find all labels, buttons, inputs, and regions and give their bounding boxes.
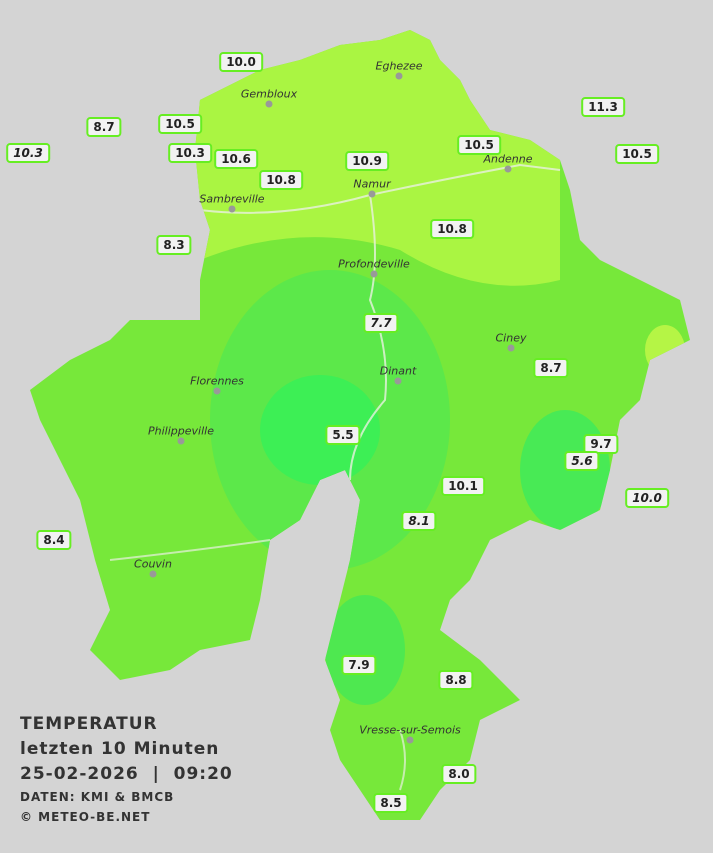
city-label: Eghezee	[375, 59, 423, 73]
station-value: 10.8	[259, 170, 303, 190]
city-label: Sambreville	[199, 192, 265, 206]
city-dot	[368, 190, 376, 198]
city-label: Ciney	[495, 331, 527, 345]
city-label: Gembloux	[240, 87, 298, 101]
city-dot	[504, 165, 512, 173]
city-dot	[228, 205, 236, 213]
city-dot	[394, 377, 402, 385]
city-dot	[370, 270, 378, 278]
city-dot	[507, 344, 515, 352]
station-value: 10.5	[158, 114, 202, 134]
station-value: 8.7	[533, 358, 569, 378]
legend-datetime: 25-02-2026 | 09:20	[20, 764, 233, 784]
station-value: 10.1	[441, 476, 485, 496]
station-value: 10.5	[457, 135, 501, 155]
station-value: 10.3	[6, 143, 50, 163]
station-value: 10.0	[625, 488, 669, 508]
station-value: 10.6	[214, 149, 258, 169]
legend-copyright: © METEO-BE.NET	[20, 810, 151, 824]
city-dot	[406, 736, 414, 744]
city-dot	[149, 570, 157, 578]
station-value: 8.7	[86, 117, 122, 137]
legend-period: letzten 10 Minuten	[20, 739, 220, 759]
station-value: 10.9	[345, 151, 389, 171]
station-value: 10.5	[615, 144, 659, 164]
station-value: 8.5	[373, 793, 409, 813]
station-value: 5.5	[325, 425, 361, 445]
city-label: Profondeville	[338, 257, 410, 271]
station-value: 11.3	[581, 97, 625, 117]
city-label: Dinant	[379, 364, 417, 378]
city-label: Namur	[353, 177, 391, 191]
station-value: 5.6	[564, 451, 600, 471]
legend-title: TEMPERATUR	[20, 714, 158, 734]
city-label: Vresse-sur-Semois	[359, 723, 461, 737]
city-label: Andenne	[483, 152, 533, 166]
station-value: 8.0	[441, 764, 477, 784]
legend-source: DATEN: KMI & BMCB	[20, 790, 175, 804]
city-label: Florennes	[190, 374, 244, 388]
station-value: 7.9	[341, 655, 377, 675]
city-dot	[213, 387, 221, 395]
station-value: 8.4	[36, 530, 72, 550]
station-value: 9.7	[583, 434, 619, 454]
station-value: 10.3	[168, 143, 212, 163]
legend: TEMPERATUR letzten 10 Minuten 25-02-2026…	[20, 712, 233, 827]
station-value: 8.8	[438, 670, 474, 690]
station-value: 10.0	[219, 52, 263, 72]
station-value: 10.8	[430, 219, 474, 239]
station-value: 8.3	[156, 235, 192, 255]
city-label: Couvin	[134, 557, 172, 571]
station-value: 8.1	[401, 511, 437, 531]
city-dot	[395, 72, 403, 80]
city-dot	[177, 437, 185, 445]
city-label: Philippeville	[148, 424, 214, 438]
city-dot	[265, 100, 273, 108]
station-value: 7.7	[363, 313, 399, 333]
